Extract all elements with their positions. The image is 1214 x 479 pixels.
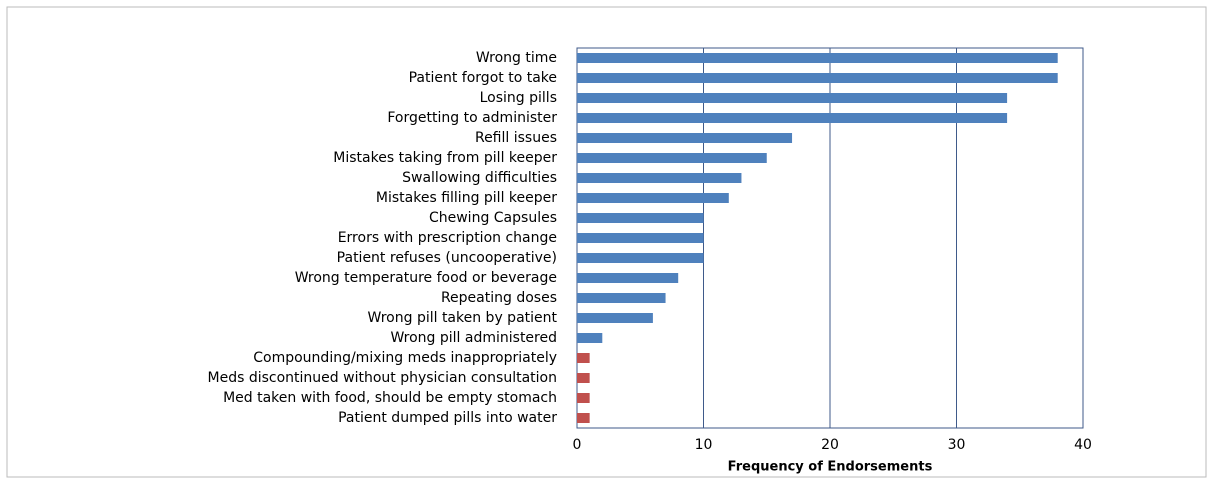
y-tick-label: Chewing Capsules	[429, 210, 557, 226]
x-tick-label: 30	[948, 437, 966, 453]
bar	[577, 53, 1058, 63]
y-tick-label: Patient forgot to take	[409, 70, 557, 86]
y-tick-label: Errors with prescription change	[338, 230, 557, 246]
bar	[577, 113, 1008, 123]
y-tick-label: Mistakes filling pill keeper	[376, 190, 557, 206]
bar	[577, 313, 653, 323]
x-axis-title: Frequency of Endorsements	[728, 460, 933, 475]
bar	[577, 413, 590, 423]
y-tick-label: Meds discontinued without physician cons…	[208, 370, 557, 386]
y-tick-label: Patient dumped pills into water	[338, 410, 557, 426]
bar	[577, 213, 704, 223]
y-tick-label: Patient refuses (uncooperative)	[337, 250, 557, 266]
frame	[6, 6, 1207, 478]
bar	[577, 253, 704, 263]
y-tick-label: Losing pills	[480, 90, 557, 106]
y-tick-label: Wrong pill taken by patient	[368, 310, 558, 326]
bar	[577, 193, 729, 203]
bar	[577, 293, 666, 303]
bar	[577, 173, 742, 183]
y-tick-label: Forgetting to administer	[387, 110, 557, 126]
x-tick-label: 10	[695, 437, 713, 453]
bar	[577, 133, 793, 143]
bar	[577, 333, 603, 343]
bar	[577, 373, 590, 383]
y-tick-label: Mistakes taking from pill keeper	[333, 150, 557, 166]
x-tick-label: 0	[573, 437, 582, 453]
bar	[577, 153, 767, 163]
y-tick-label: Med taken with food, should be empty sto…	[223, 390, 557, 406]
bar	[577, 93, 1008, 103]
x-tick-label: 40	[1074, 437, 1092, 453]
y-tick-label: Repeating doses	[441, 290, 557, 306]
x-tick-label: 20	[821, 437, 839, 453]
y-tick-label: Wrong time	[476, 50, 557, 66]
y-tick-label: Wrong pill administered	[390, 330, 557, 346]
y-tick-label: Wrong temperature food or beverage	[295, 270, 557, 286]
bar	[577, 73, 1058, 83]
bar	[577, 273, 679, 283]
bar	[577, 233, 704, 243]
y-tick-label: Refill issues	[475, 130, 557, 146]
bar	[577, 353, 590, 363]
y-tick-label: Compounding/mixing meds inappropriately	[253, 350, 557, 366]
y-tick-label: Swallowing difficulties	[402, 170, 557, 186]
bar	[577, 393, 590, 403]
